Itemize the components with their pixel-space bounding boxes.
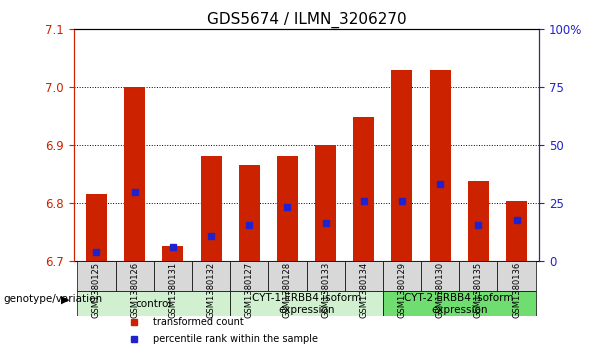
FancyBboxPatch shape bbox=[268, 261, 306, 291]
Bar bbox=[353, 117, 375, 261]
Text: GSM1380128: GSM1380128 bbox=[283, 262, 292, 318]
FancyBboxPatch shape bbox=[116, 261, 154, 291]
Text: GSM1380133: GSM1380133 bbox=[321, 262, 330, 318]
Text: GSM1380130: GSM1380130 bbox=[436, 262, 444, 318]
Bar bbox=[238, 165, 260, 261]
Text: GSM1380134: GSM1380134 bbox=[359, 262, 368, 318]
Text: CYT-1 ERBB4 isoform
expression: CYT-1 ERBB4 isoform expression bbox=[252, 293, 361, 315]
Text: GSM1380136: GSM1380136 bbox=[512, 262, 521, 318]
Text: GSM1380131: GSM1380131 bbox=[169, 262, 177, 318]
Text: GSM1380132: GSM1380132 bbox=[207, 262, 216, 318]
FancyBboxPatch shape bbox=[459, 261, 497, 291]
FancyBboxPatch shape bbox=[192, 261, 230, 291]
Bar bbox=[392, 70, 413, 261]
Text: GSM1380126: GSM1380126 bbox=[130, 262, 139, 318]
FancyBboxPatch shape bbox=[77, 261, 116, 291]
Bar bbox=[506, 201, 527, 261]
FancyBboxPatch shape bbox=[306, 261, 345, 291]
FancyBboxPatch shape bbox=[77, 291, 230, 316]
FancyBboxPatch shape bbox=[421, 261, 459, 291]
Text: genotype/variation: genotype/variation bbox=[3, 294, 102, 305]
Bar bbox=[124, 87, 145, 261]
Text: percentile rank within the sample: percentile rank within the sample bbox=[153, 334, 318, 344]
FancyBboxPatch shape bbox=[383, 261, 421, 291]
Text: transformed count: transformed count bbox=[153, 317, 243, 327]
Text: ▶: ▶ bbox=[61, 294, 70, 305]
Bar bbox=[86, 194, 107, 261]
Bar bbox=[162, 246, 183, 261]
FancyBboxPatch shape bbox=[154, 261, 192, 291]
FancyBboxPatch shape bbox=[345, 261, 383, 291]
FancyBboxPatch shape bbox=[230, 261, 268, 291]
Text: control: control bbox=[135, 299, 172, 309]
FancyBboxPatch shape bbox=[230, 291, 383, 316]
FancyBboxPatch shape bbox=[497, 261, 536, 291]
Text: GSM1380127: GSM1380127 bbox=[245, 262, 254, 318]
FancyBboxPatch shape bbox=[383, 291, 536, 316]
Text: GSM1380129: GSM1380129 bbox=[397, 262, 406, 318]
Bar bbox=[200, 156, 221, 261]
Text: CYT-2 ERBB4 isoform
expression: CYT-2 ERBB4 isoform expression bbox=[405, 293, 514, 315]
Bar bbox=[315, 145, 336, 261]
Bar bbox=[468, 181, 489, 261]
Bar bbox=[430, 70, 451, 261]
Text: GSM1380125: GSM1380125 bbox=[92, 262, 101, 318]
Text: GSM1380135: GSM1380135 bbox=[474, 262, 483, 318]
Title: GDS5674 / ILMN_3206270: GDS5674 / ILMN_3206270 bbox=[207, 12, 406, 28]
Bar bbox=[277, 156, 298, 261]
